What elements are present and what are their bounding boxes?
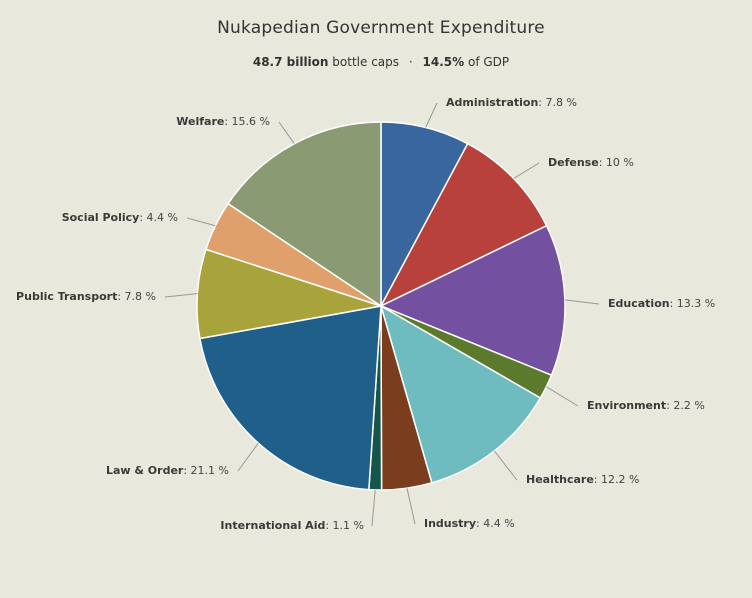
slice-category: International Aid: [220, 519, 325, 532]
pie-slice-healthcare[interactable]: [379, 304, 542, 484]
slice-category: Healthcare: [526, 473, 594, 486]
leader-line-healthcare: [493, 450, 518, 481]
slice-value: : 21.1 %: [183, 464, 229, 477]
leader-line-defense: [513, 162, 540, 179]
subtitle-separator: ·: [408, 55, 413, 69]
gdp-share-unit: of GDP: [467, 55, 510, 69]
pie-slice-defense[interactable]: [379, 142, 548, 308]
slice-category: Education: [608, 297, 670, 310]
pie-slice-law-and-order[interactable]: [199, 305, 382, 491]
slice-value: : 15.6 %: [224, 115, 270, 128]
slice-value: : 13.3 %: [670, 297, 716, 310]
leader-line-public-transport: [164, 293, 198, 298]
leader-line-social-policy: [186, 217, 216, 227]
slice-category: Social Policy: [62, 211, 140, 224]
leader-line-international-aid: [371, 489, 376, 527]
slice-label-industry: Industry: 4.4 %: [424, 517, 515, 530]
slice-value: : 4.4 %: [476, 517, 515, 530]
slice-value: : 7.8 %: [538, 96, 577, 109]
slice-label-healthcare: Healthcare: 12.2 %: [526, 473, 639, 486]
chart-title: Nukapedian Government Expenditure: [217, 18, 545, 38]
slice-label-administration: Administration: 7.8 %: [446, 96, 577, 109]
slice-category: Welfare: [176, 115, 224, 128]
slice-value: : 4.4 %: [139, 211, 178, 224]
leader-line-law-and-order: [237, 442, 259, 472]
slice-value: : 7.8 %: [117, 290, 156, 303]
slice-label-defense: Defense: 10 %: [548, 156, 634, 169]
leader-line-administration: [425, 102, 438, 128]
slice-label-social-policy: Social Policy: 4.4 %: [62, 211, 178, 224]
slice-label-international-aid: International Aid: 1.1 %: [220, 519, 364, 532]
slice-value: : 10 %: [599, 156, 634, 169]
slice-value: : 1.1 %: [325, 519, 364, 532]
slice-category: Defense: [548, 156, 599, 169]
leader-line-industry: [406, 488, 416, 525]
slice-category: Industry: [424, 517, 476, 530]
slice-category: Administration: [446, 96, 538, 109]
leader-line-welfare: [278, 121, 295, 144]
slice-label-education: Education: 13.3 %: [608, 297, 715, 310]
slice-label-law-and-order: Law & Order: 21.1 %: [106, 464, 229, 477]
slice-category: Public Transport: [16, 290, 117, 303]
total-expenditure-value: 48.7 billion: [252, 55, 329, 69]
leader-line-education: [564, 299, 600, 305]
chart-subtitle: 48.7 billion bottle caps · 14.5% of GDP: [0, 55, 752, 69]
slice-value: : 12.2 %: [594, 473, 640, 486]
gdp-share-value: 14.5%: [422, 55, 465, 69]
total-expenditure-unit: bottle caps: [332, 55, 400, 69]
slice-label-environment: Environment: 2.2 %: [587, 399, 705, 412]
slice-category: Environment: [587, 399, 666, 412]
pie-slice-welfare[interactable]: [227, 121, 382, 308]
slice-value: : 2.2 %: [666, 399, 705, 412]
leader-line-environment: [546, 386, 579, 407]
slice-category: Law & Order: [106, 464, 184, 477]
slice-label-public-transport: Public Transport: 7.8 %: [16, 290, 156, 303]
slice-label-welfare: Welfare: 15.6 %: [176, 115, 270, 128]
